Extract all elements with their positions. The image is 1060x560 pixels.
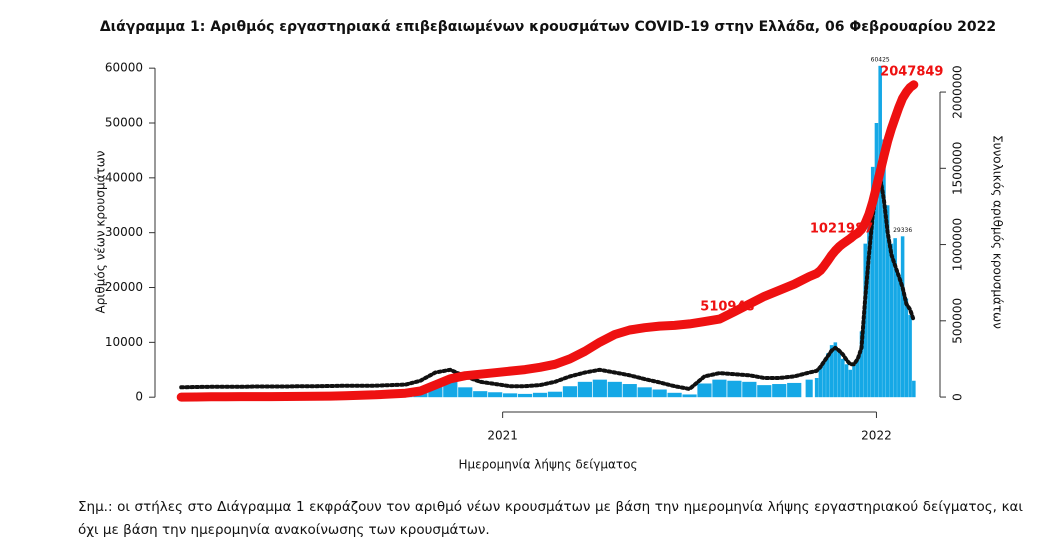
bar xyxy=(863,243,868,398)
data-label: 29336 xyxy=(893,227,912,234)
bar xyxy=(882,139,886,398)
y2-tick-label: 1000000 xyxy=(951,218,965,271)
y-tick-label: 0 xyxy=(135,390,143,404)
bar xyxy=(912,380,916,398)
bar xyxy=(503,393,518,398)
y-tick-label: 50000 xyxy=(105,116,143,130)
data-label: 1021987 xyxy=(810,222,873,237)
bar xyxy=(900,236,905,398)
bar xyxy=(885,205,890,398)
bar xyxy=(878,65,882,398)
bar xyxy=(547,391,563,398)
bar xyxy=(829,345,834,398)
bar xyxy=(852,364,856,398)
data-label: 60425 xyxy=(871,56,890,63)
x-axis-label: Ημερομηνία λήψης δείγματος xyxy=(458,458,637,472)
bar xyxy=(562,386,578,398)
bar xyxy=(473,391,488,398)
bar xyxy=(841,358,845,398)
y-tick-label: 20000 xyxy=(105,280,143,294)
bar xyxy=(682,394,697,398)
bar xyxy=(855,358,860,398)
chart-title: Διάγραμμα 1: Αριθμός εργαστηριακά επιβεβ… xyxy=(100,19,996,35)
bar xyxy=(874,123,879,398)
bar xyxy=(787,382,802,398)
y-axis-label: Αριθμός νέων κρουσμάτων xyxy=(94,150,108,313)
x-tick-label: 2022 xyxy=(861,429,892,443)
bar xyxy=(814,378,819,398)
bar xyxy=(805,379,813,398)
bar xyxy=(897,276,901,398)
bar xyxy=(652,389,667,398)
bar xyxy=(826,353,830,398)
bar xyxy=(517,393,533,398)
y2-axis-label: Συνολικός αριθμός κρουσμάτων xyxy=(991,135,1005,329)
data-label: 2047849 xyxy=(880,64,943,79)
bar xyxy=(904,298,909,398)
y-tick-label: 40000 xyxy=(105,170,143,184)
bar xyxy=(697,383,712,398)
y2-tick-label: 500000 xyxy=(951,298,965,344)
bar xyxy=(622,384,637,398)
bar xyxy=(889,243,894,398)
bar xyxy=(727,380,742,398)
bar xyxy=(667,392,682,398)
y-tick-label: 60000 xyxy=(105,61,143,75)
data-label: 510948 xyxy=(700,300,754,315)
y2-tick-label: 1500000 xyxy=(951,142,965,195)
bar xyxy=(822,361,826,398)
bar xyxy=(577,381,592,398)
bar xyxy=(867,205,871,398)
bar xyxy=(818,367,823,398)
bar xyxy=(757,385,772,398)
bar xyxy=(837,350,841,398)
y-tick-label: 10000 xyxy=(105,335,143,349)
bar xyxy=(458,387,473,398)
bar xyxy=(859,331,864,398)
bar xyxy=(833,342,838,398)
bar xyxy=(893,238,897,398)
bar xyxy=(772,384,787,398)
bar xyxy=(712,379,727,398)
cumulative-line xyxy=(176,80,919,402)
average-line xyxy=(179,175,916,391)
bar xyxy=(848,369,853,398)
bar xyxy=(844,364,849,398)
bar xyxy=(443,381,458,398)
note: Σημ.: οι στήλες στο Διάγραμμα 1 εκφράζου… xyxy=(78,499,1023,538)
y-tick-label: 30000 xyxy=(105,225,143,239)
y2-tick-label: 0 xyxy=(951,393,965,401)
bar xyxy=(592,379,607,398)
bar xyxy=(488,392,503,398)
chart: Διάγραμμα 1: Αριθμός εργαστηριακά επιβεβ… xyxy=(94,19,1005,472)
bar xyxy=(607,381,622,398)
x-tick-label: 2021 xyxy=(487,429,518,443)
bar xyxy=(532,392,548,398)
bar xyxy=(908,314,912,398)
bar xyxy=(870,166,875,398)
y2-tick-label: 2000000 xyxy=(951,65,965,118)
bar xyxy=(742,381,757,398)
bar xyxy=(637,387,652,398)
